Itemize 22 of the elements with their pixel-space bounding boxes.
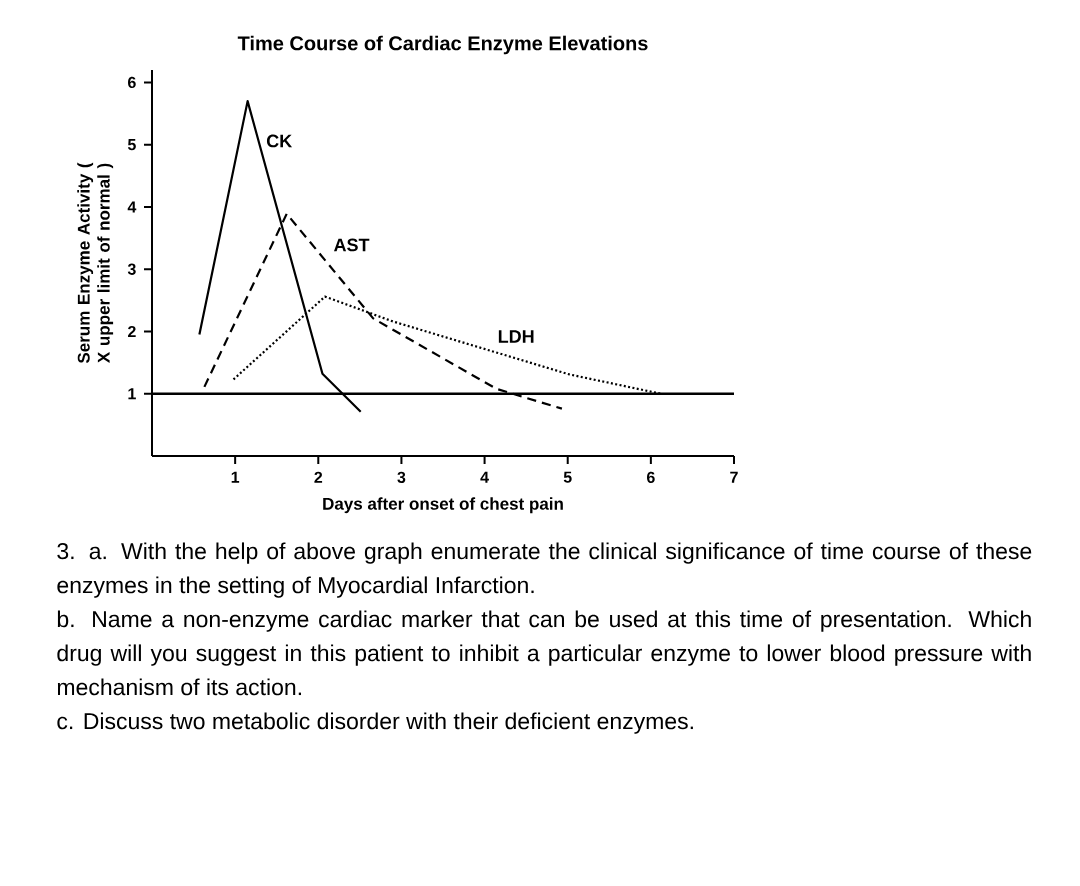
y-tick-label: 3 [127,263,136,275]
series-label: CK [266,134,293,148]
y-tick-label: 4 [127,201,137,213]
y-tick-label: 6 [128,76,136,89]
x-tick-label: 1 [231,471,240,483]
x-tick-label: 4 [480,471,489,483]
x-tick-label: 5 [563,471,572,483]
y-tick-label: 1 [128,388,136,400]
text: c. Discuss two metabolic disorder with their deficient enzymes. [57,712,693,734]
text: 3. a. With the help of above graph enumerate the clinical significance of time course of these enzymes in the setting of Myocardial Infarction. [57,542,1032,598]
x-tick-label: 6 [647,471,655,483]
text: b. Name a non-enzyme cardiac marker that can be used at this time of presentation. Which drug will you suggest in this patient to inhibit a particular enzyme to lower blood pressure with mechanism of its action. [57,610,1031,696]
x-tick-label: 3 [397,471,406,484]
series-label: LDH [498,330,534,343]
series-label: AST [333,238,370,252]
y-axis-title: Serum Enzyme Activity ( X upper limit of normal ) [77,162,114,364]
x-tick-label: 2 [314,471,323,483]
y-tick-label: 2 [128,325,136,338]
y-tick-label: 5 [127,139,136,151]
chart-title: Time Course of Cardiac Enzyme Elevations [237,35,648,55]
x-axis-title: Days after onset of chest pain [323,497,563,514]
x-tick-label: 7 [730,471,738,483]
